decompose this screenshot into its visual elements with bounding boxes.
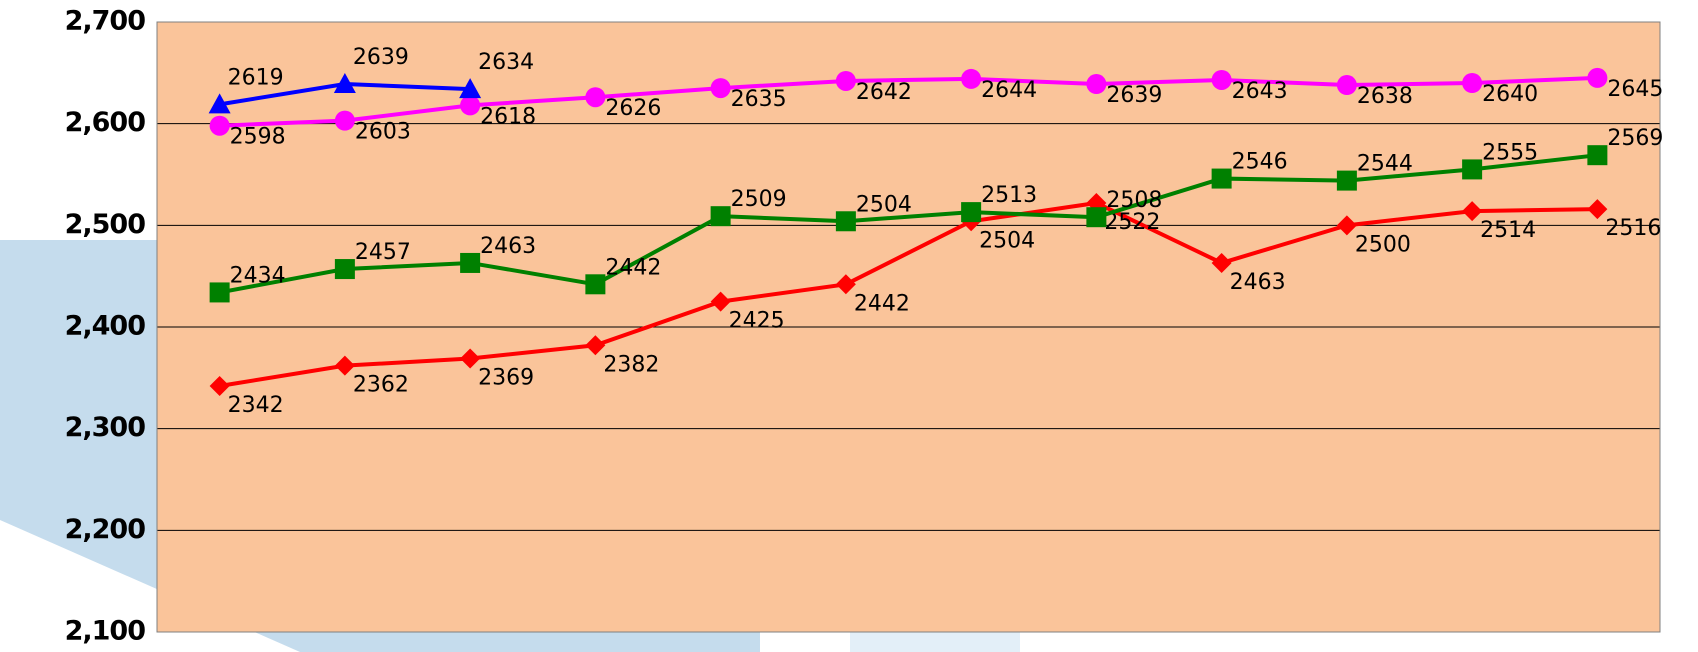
data-label: 2603 (355, 120, 411, 145)
marker (459, 78, 482, 99)
data-label: 2500 (1355, 232, 1411, 257)
data-label: 2639 (353, 45, 409, 70)
data-label: 2442 (854, 291, 910, 316)
series-line (219, 153, 1598, 295)
marker (835, 211, 856, 232)
data-label: 2639 (1106, 83, 1162, 108)
data-label: 2504 (856, 192, 912, 217)
marker (961, 68, 982, 89)
marker (333, 73, 356, 94)
marker (710, 78, 731, 99)
data-label: 2457 (355, 240, 411, 265)
marker (209, 115, 230, 136)
y-tick-label: 2,500 (65, 209, 146, 240)
marker (1462, 159, 1483, 180)
marker (710, 206, 731, 227)
data-label: 2626 (605, 96, 661, 121)
marker (1336, 215, 1357, 236)
data-label: 2509 (731, 187, 787, 212)
data-label: 2442 (605, 255, 661, 280)
data-label: 2513 (981, 183, 1037, 208)
data-label: 2514 (1480, 218, 1536, 243)
data-label: 2640 (1482, 82, 1538, 107)
data-label: 2382 (603, 352, 659, 377)
marker (585, 274, 606, 295)
series-line (219, 75, 1598, 128)
marker (1587, 67, 1608, 88)
series-line (219, 200, 1598, 388)
marker (1336, 170, 1357, 191)
y-tick-label: 2,600 (65, 107, 146, 138)
marker (1211, 168, 1232, 189)
marker (1462, 73, 1483, 93)
marker (1462, 201, 1483, 222)
data-label: 2369 (478, 366, 534, 391)
marker (835, 274, 856, 295)
y-tick-label: 2,300 (65, 412, 146, 443)
data-label: 2508 (1106, 188, 1162, 213)
data-label: 2634 (478, 50, 534, 75)
data-label: 2463 (480, 234, 536, 259)
marker (1211, 252, 1232, 273)
y-tick-label: 2,700 (65, 6, 146, 37)
marker (1587, 199, 1608, 220)
data-label: 2645 (1607, 77, 1663, 102)
data-label: 2434 (230, 263, 286, 288)
marker (710, 291, 731, 312)
marker (209, 375, 230, 396)
y-tick-label: 2,200 (65, 514, 146, 545)
data-label: 2635 (731, 87, 787, 112)
marker (334, 110, 355, 131)
y-tick-label: 2,100 (65, 616, 146, 647)
marker (208, 93, 231, 114)
data-label: 2522 (1104, 210, 1160, 235)
marker (585, 335, 606, 356)
data-label: 2642 (856, 80, 912, 105)
data-label: 2638 (1357, 84, 1413, 109)
marker (460, 95, 481, 116)
data-label: 2598 (230, 125, 286, 150)
marker (585, 87, 606, 108)
data-label: 2544 (1357, 152, 1413, 177)
data-label: 2546 (1232, 150, 1288, 175)
data-label: 2362 (353, 373, 409, 398)
marker (1211, 69, 1232, 90)
marker (835, 70, 856, 91)
data-label: 2504 (979, 228, 1035, 253)
data-label: 2569 (1607, 126, 1663, 151)
data-label: 2342 (228, 393, 284, 418)
data-label: 2516 (1605, 216, 1661, 241)
data-label: 2463 (1230, 270, 1286, 295)
y-tick-label: 2,400 (65, 311, 146, 342)
data-label: 2644 (981, 78, 1037, 103)
marker (460, 348, 481, 369)
marker (1336, 75, 1357, 96)
data-label: 2618 (480, 104, 536, 129)
marker (334, 259, 355, 280)
marker (209, 282, 230, 303)
plot-border (156, 21, 1661, 633)
marker (961, 202, 982, 223)
marker (1086, 74, 1107, 95)
marker (1587, 145, 1608, 166)
marker (460, 252, 481, 273)
marker (1086, 207, 1107, 228)
data-label: 2555 (1482, 140, 1538, 165)
data-label: 2425 (729, 309, 785, 334)
data-label: 2619 (228, 65, 284, 90)
data-label: 2643 (1232, 79, 1288, 104)
marker (334, 355, 355, 376)
